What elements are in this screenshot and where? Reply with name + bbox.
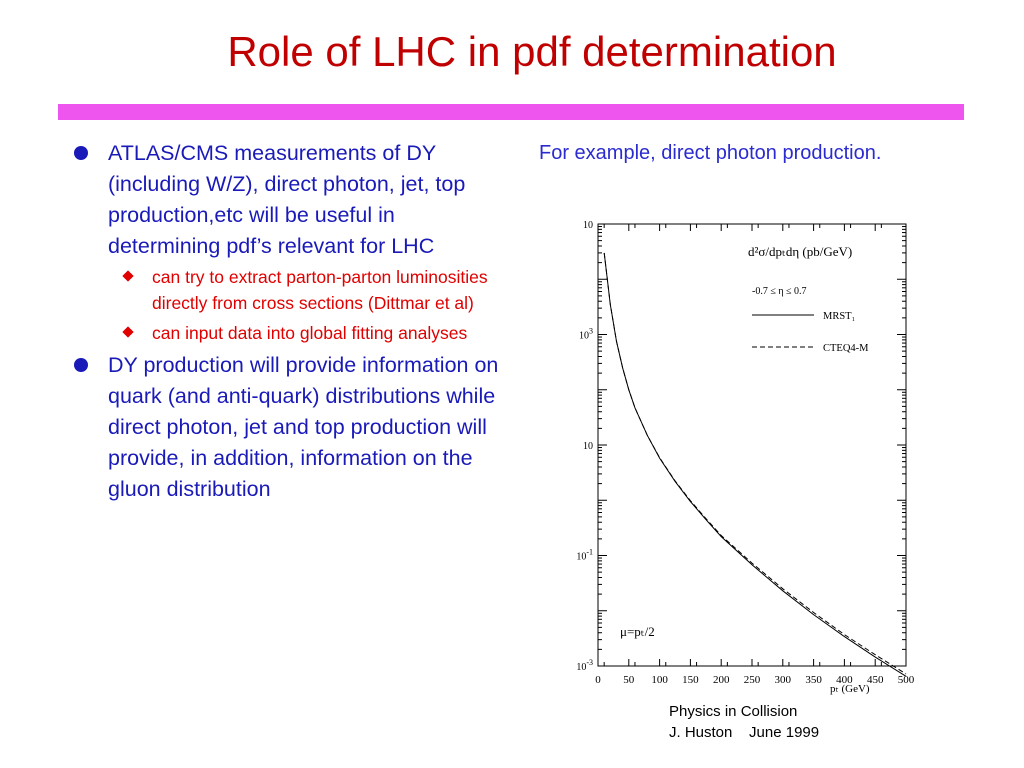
side-caption: For example, direct photon production. [539, 142, 882, 164]
y-tick-label: 10-3 [576, 658, 593, 673]
bullet-item: DY production will provide information o… [70, 350, 510, 505]
y-tick-label: 10 [583, 441, 593, 452]
diamond-icon [122, 270, 134, 282]
footer-line-1: Physics in Collision [669, 703, 798, 720]
x-tick-label: 50 [623, 674, 635, 686]
x-tick-label: 200 [713, 674, 730, 686]
y-ticks: 10 103 10 10-1 10-3 [576, 220, 906, 673]
bullet-text: ATLAS/CMS measurements of DY (including … [108, 141, 466, 258]
x-tick-label: 500 [898, 674, 915, 686]
x-tick-label: 250 [744, 674, 761, 686]
sub-bullet-item: can try to extract parton-parton luminos… [108, 264, 510, 316]
footer: Physics in Collision J. Huston June 1999 [669, 701, 819, 743]
footer-line-2: J. Huston June 1999 [669, 724, 820, 741]
diamond-icon [122, 326, 134, 338]
title-rule-bar [58, 104, 964, 120]
y-tick-label: 103 [579, 327, 593, 342]
bullet-text: DY production will provide information o… [108, 353, 499, 501]
x-tick-label: 450 [867, 674, 884, 686]
series-line-mrst [603, 252, 907, 677]
x-ticks: 0 50 100 150 200 250 300 350 400 450 500 [595, 224, 915, 686]
scale-annotation: μ=pₜ/2 [620, 624, 655, 639]
x-axis-label: pₜ (GeV) [830, 683, 870, 695]
series-group [603, 252, 907, 677]
y-tick-label: 10 [583, 220, 593, 231]
bullet-dot-icon [74, 358, 88, 372]
sub-bullet-text: can try to extract parton-parton luminos… [152, 267, 488, 313]
bullet-item: ATLAS/CMS measurements of DY (including … [70, 138, 510, 262]
legend-label-mrst: MRST₁ [823, 311, 855, 322]
x-tick-label: 300 [775, 674, 792, 686]
sub-bullet-text: can input data into global fitting analy… [152, 323, 468, 343]
legend-label-cteq: CTEQ4-M [823, 343, 869, 354]
x-tick-label: 400 [836, 674, 853, 686]
chart-title: d²σ/dpₜdη (pb/GeV) [748, 244, 852, 259]
cross-section-chart: 0 50 100 150 200 250 300 350 400 450 500 101031010… [576, 220, 915, 695]
title-rule [58, 104, 964, 120]
slide-title: Role of LHC in pdf determination [227, 28, 837, 75]
y-tick-label: 10-1 [576, 548, 593, 563]
series-line-cteq [603, 252, 907, 675]
eta-annotation: -0.7 ≤ η ≤ 0.7 [752, 286, 807, 297]
sub-bullet-item: can input data into global fitting analy… [108, 320, 510, 346]
bullet-dot-icon [74, 146, 88, 160]
bullet-list: ATLAS/CMS measurements of DY (including … [70, 138, 510, 507]
x-tick-label: 150 [682, 674, 699, 686]
x-tick-label: 0 [595, 674, 601, 686]
x-tick-label: 350 [805, 674, 822, 686]
x-tick-label: 100 [651, 674, 668, 686]
